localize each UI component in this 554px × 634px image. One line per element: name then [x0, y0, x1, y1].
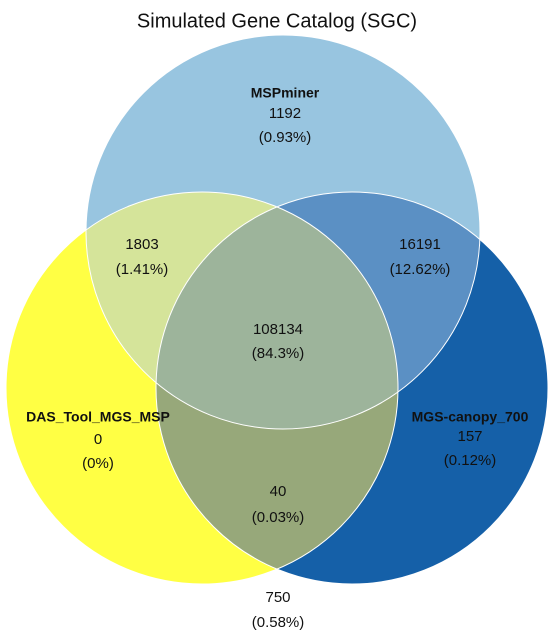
circle-outline — [5, 191, 399, 585]
count: 40 — [270, 483, 287, 500]
count: 16191 — [399, 236, 441, 253]
count: 0 — [94, 431, 102, 448]
title: Simulated Gene Catalog (SGC) — [137, 10, 417, 32]
count: 1192 — [269, 105, 301, 122]
set-label: MGS-canopy_700 — [412, 409, 529, 425]
count: 108134 — [253, 321, 303, 338]
count: 750 — [265, 589, 290, 606]
count: 157 — [457, 428, 482, 445]
count: 1803 — [125, 236, 158, 253]
percent: (0.93%) — [259, 129, 312, 146]
percent: (0.58%) — [252, 614, 305, 631]
percent: (0.03%) — [252, 509, 305, 526]
percent: (0.12%) — [444, 452, 497, 469]
percent: (0%) — [82, 455, 114, 472]
set-label: MSPminer — [251, 85, 320, 101]
percent: (12.62%) — [390, 261, 451, 278]
circle-outline — [85, 34, 481, 430]
overlap-region — [156, 192, 398, 429]
percent: (1.41%) — [116, 261, 169, 278]
set-label: DAS_Tool_MGS_MSP — [26, 409, 170, 425]
circle-outline — [155, 191, 549, 585]
percent: (84.3%) — [252, 345, 305, 362]
